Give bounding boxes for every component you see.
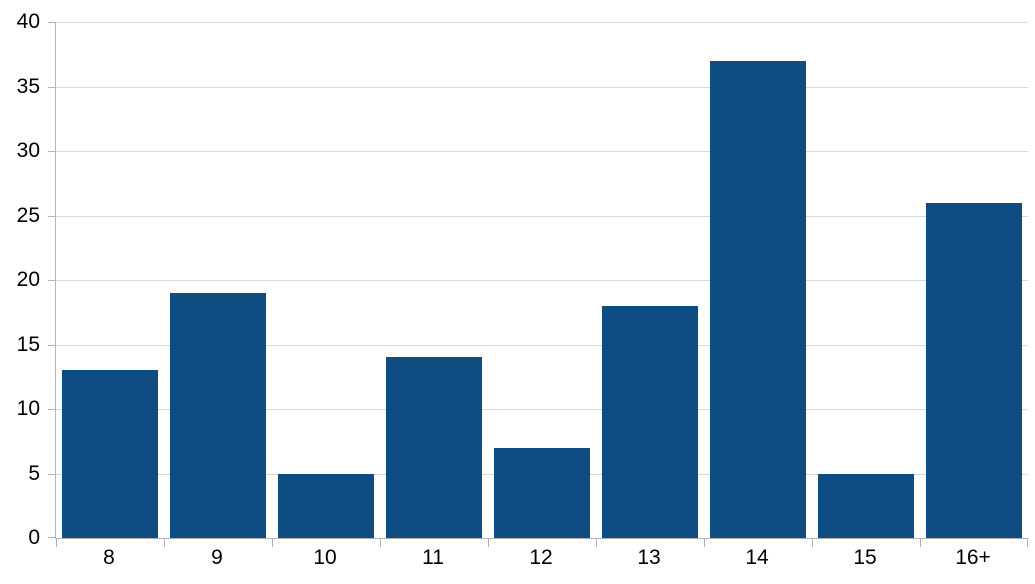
bar <box>818 473 914 538</box>
x-axis-tick <box>488 538 489 547</box>
x-axis-label: 11 <box>422 546 444 569</box>
x-axis-tick <box>56 538 57 547</box>
bar <box>926 202 1022 538</box>
x-axis-label: 8 <box>103 546 115 569</box>
bar <box>602 305 698 538</box>
gridline <box>56 22 1028 23</box>
x-axis-tick <box>596 538 597 547</box>
x-axis-tick <box>380 538 381 547</box>
bar <box>62 370 158 538</box>
x-axis-tick <box>272 538 273 547</box>
gridline <box>56 409 1028 410</box>
y-axis-tick <box>48 280 56 281</box>
gridline <box>56 215 1028 217</box>
y-axis-label: 10 <box>16 397 40 420</box>
x-axis-label: 14 <box>745 546 769 569</box>
bar <box>170 292 266 538</box>
y-axis-label: 40 <box>16 10 40 33</box>
x-axis-tick <box>920 538 921 547</box>
gridline <box>56 86 1028 88</box>
y-axis-label: 30 <box>16 139 40 162</box>
gridline <box>56 151 1028 152</box>
y-axis-label: 5 <box>28 461 40 485</box>
y-axis-label: 15 <box>16 332 40 356</box>
x-axis-label: 13 <box>637 546 661 569</box>
bar <box>386 357 482 538</box>
x-axis-tick <box>704 538 705 547</box>
bar <box>494 447 590 538</box>
y-axis-tick <box>48 537 56 538</box>
y-axis-tick <box>48 215 56 217</box>
gridline <box>56 344 1028 346</box>
x-axis-tick <box>164 538 165 547</box>
x-axis-tick <box>1027 538 1028 547</box>
y-axis-tick <box>48 409 56 410</box>
x-axis-label: 12 <box>529 546 553 569</box>
x-axis-label: 10 <box>313 546 337 569</box>
bar <box>278 473 374 538</box>
y-axis-tick <box>48 22 56 23</box>
x-axis-label: 16+ <box>955 546 991 569</box>
plot-area <box>48 22 1028 547</box>
y-axis-label: 0 <box>28 526 40 549</box>
y-axis-label: 20 <box>16 268 40 291</box>
y-axis-tick <box>48 151 56 152</box>
gridline <box>56 280 1028 281</box>
x-axis-label: 15 <box>853 546 877 569</box>
y-axis-tick <box>48 473 56 475</box>
y-axis-label: 25 <box>16 203 40 227</box>
y-axis-tick <box>48 86 56 88</box>
x-axis-label: 9 <box>211 546 223 569</box>
bar <box>710 60 806 538</box>
x-axis-tick <box>812 538 813 547</box>
y-axis-tick <box>48 344 56 346</box>
y-axis-label: 35 <box>16 74 40 98</box>
